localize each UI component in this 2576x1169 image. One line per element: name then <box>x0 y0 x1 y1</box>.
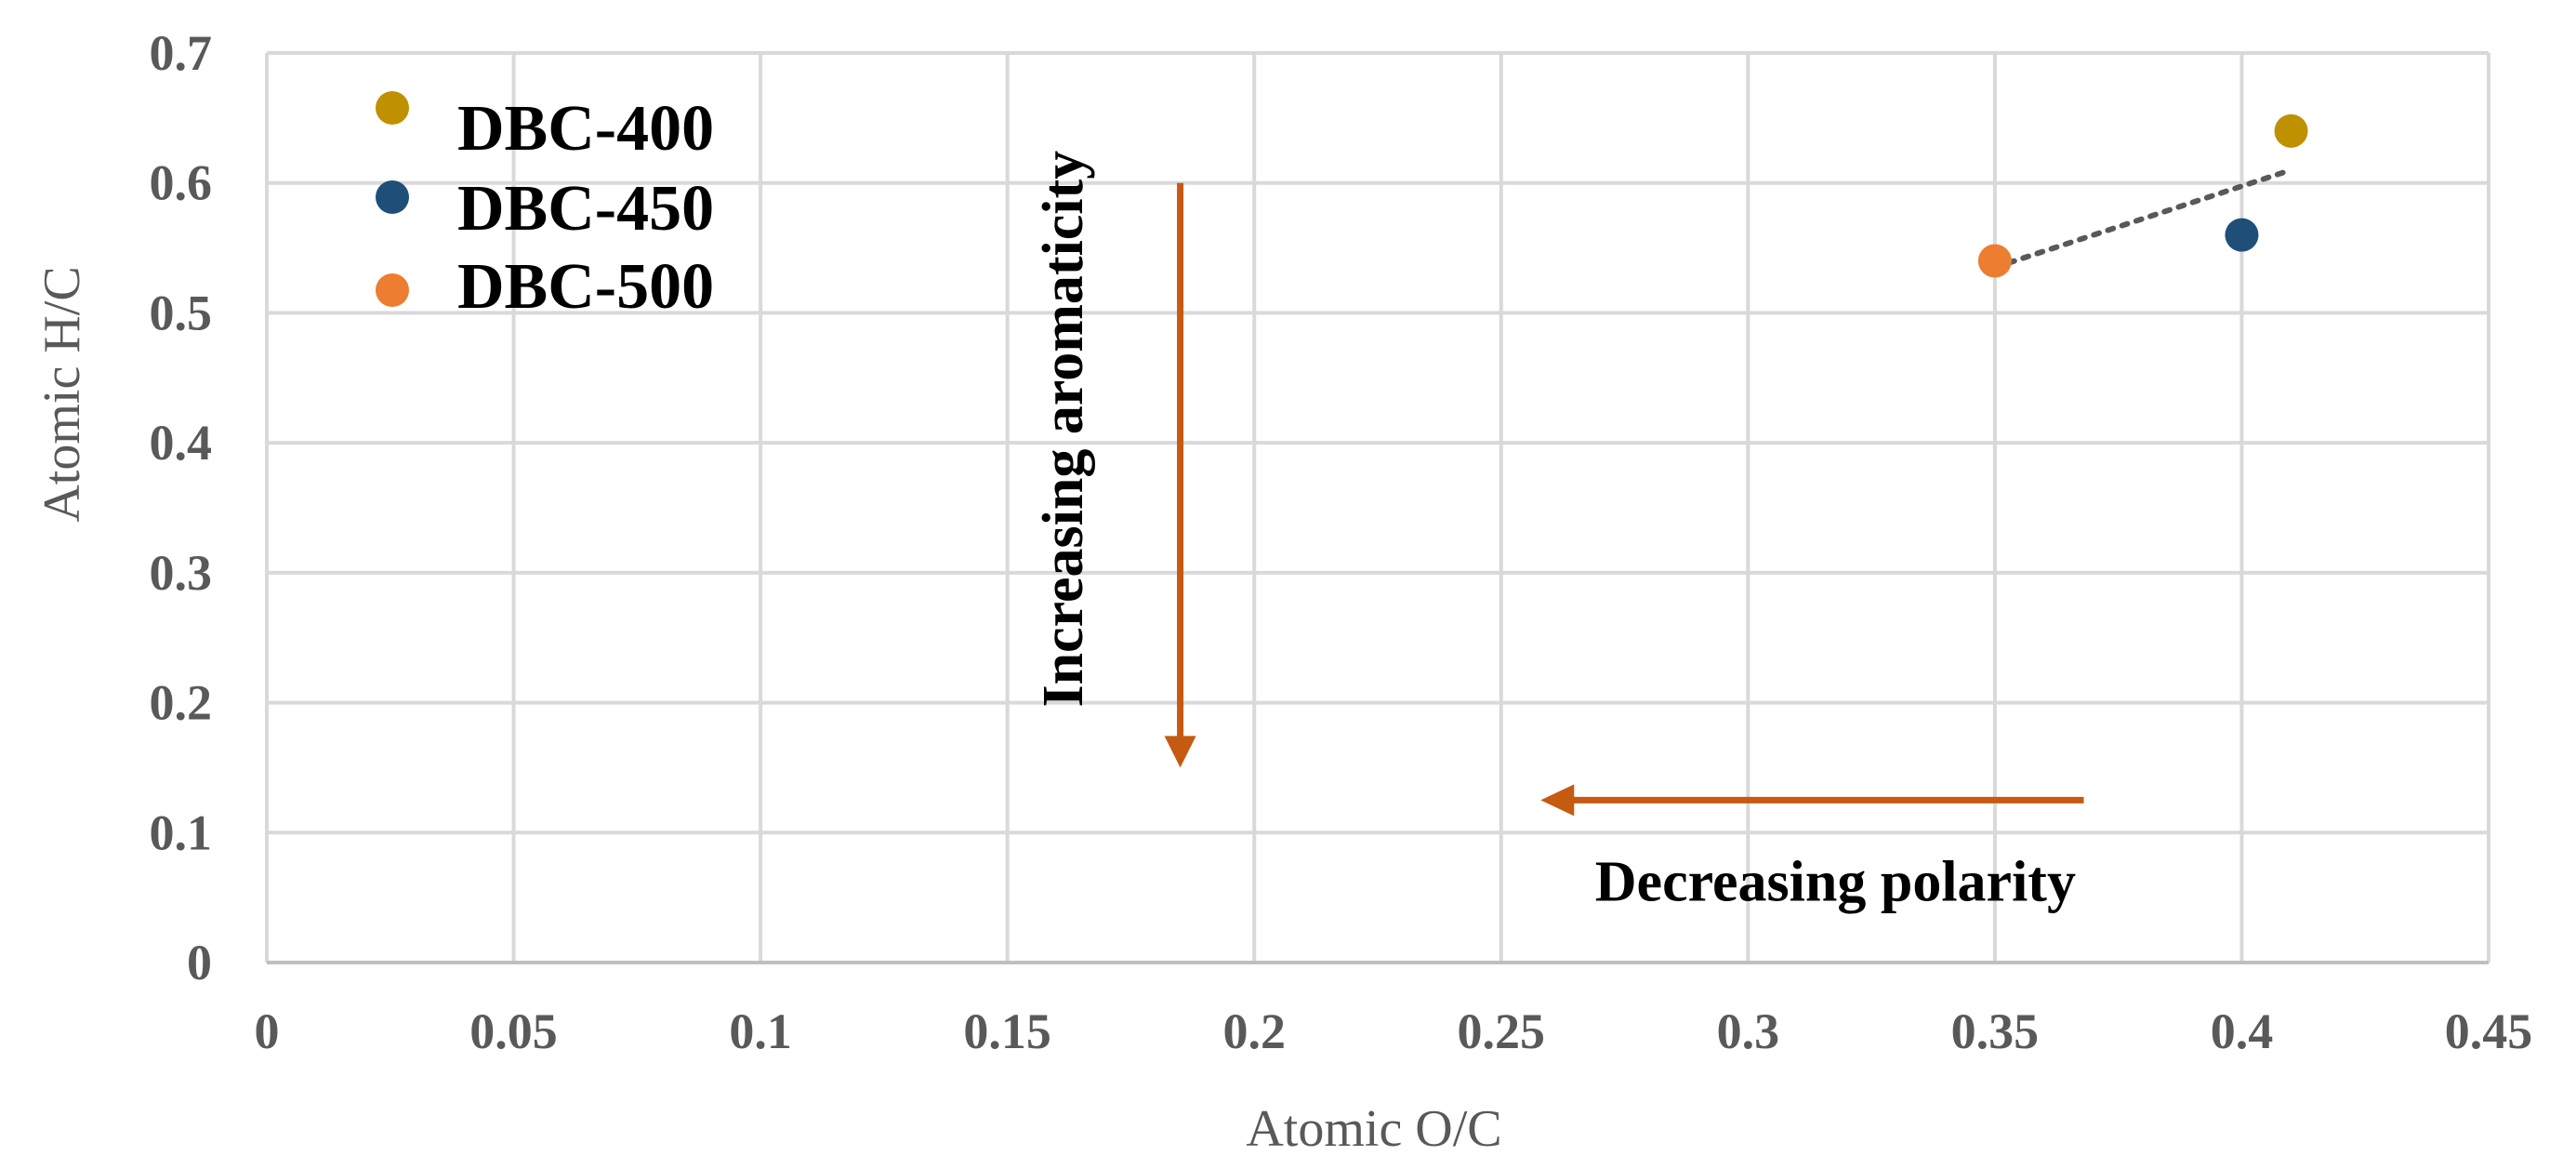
annotation-aromaticity: Increasing aromaticity <box>1032 151 1196 768</box>
legend-marker-dbc-450 <box>376 180 409 214</box>
y-tick-label-4: 0.4 <box>150 415 213 471</box>
trendline-group <box>1991 166 2294 271</box>
x-tick-label-3: 0.15 <box>963 1003 1051 1059</box>
grid-lines <box>265 51 2490 964</box>
y-tick-label-0: 0 <box>187 935 212 990</box>
y-axis-ticks: 0 0.1 0.2 0.3 0.4 0.5 0.6 0.7 <box>150 25 213 990</box>
x-tick-label-1: 0.05 <box>469 1003 558 1059</box>
legend: DBC-400 DBC-450 DBC-500 <box>376 91 714 323</box>
x-tick-label-8: 0.4 <box>2211 1003 2274 1059</box>
y-tick-label-7: 0.7 <box>150 25 213 81</box>
point-dbc-500-0 <box>1977 244 2012 278</box>
x-tick-label-2: 0.1 <box>729 1003 792 1059</box>
x-tick-label-9: 0.45 <box>2445 1003 2533 1059</box>
polarity-arrow-head <box>1540 784 1575 817</box>
x-tick-label-5: 0.25 <box>1458 1003 1546 1059</box>
point-dbc-400-0 <box>2274 113 2308 148</box>
y-tick-label-1: 0.1 <box>150 804 213 860</box>
x-tick-label-4: 0.2 <box>1222 1003 1286 1059</box>
y-tick-label-3: 0.3 <box>150 545 213 601</box>
y-tick-label-5: 0.5 <box>150 285 213 340</box>
annotation-polarity: Decreasing polarity <box>1540 784 2084 913</box>
x-axis-title: Atomic O/C <box>1246 1100 1501 1158</box>
legend-label-dbc-450: DBC-450 <box>457 173 714 245</box>
aromaticity-arrow-head <box>1164 736 1196 768</box>
legend-marker-dbc-400 <box>376 91 409 125</box>
aromaticity-label: Increasing aromaticity <box>1032 151 1095 708</box>
legend-label-dbc-500: DBC-500 <box>457 251 714 323</box>
data-points <box>1977 113 2308 278</box>
x-tick-label-0: 0 <box>255 1003 280 1059</box>
x-tick-label-6: 0.3 <box>1717 1003 1780 1059</box>
y-tick-label-2: 0.2 <box>150 675 213 731</box>
y-tick-label-6: 0.6 <box>150 155 213 211</box>
legend-label-dbc-400: DBC-400 <box>457 93 714 165</box>
trendline <box>1991 166 2294 271</box>
polarity-label: Decreasing polarity <box>1595 850 2076 913</box>
x-axis-ticks: 0 0.05 0.1 0.15 0.2 0.25 0.3 0.35 0.4 0.45 <box>255 1003 2533 1059</box>
legend-marker-dbc-500 <box>376 273 409 307</box>
y-axis-title: Atomic H/C <box>33 266 91 522</box>
x-tick-label-7: 0.35 <box>1951 1003 2040 1059</box>
point-dbc-450-0 <box>2225 218 2259 252</box>
